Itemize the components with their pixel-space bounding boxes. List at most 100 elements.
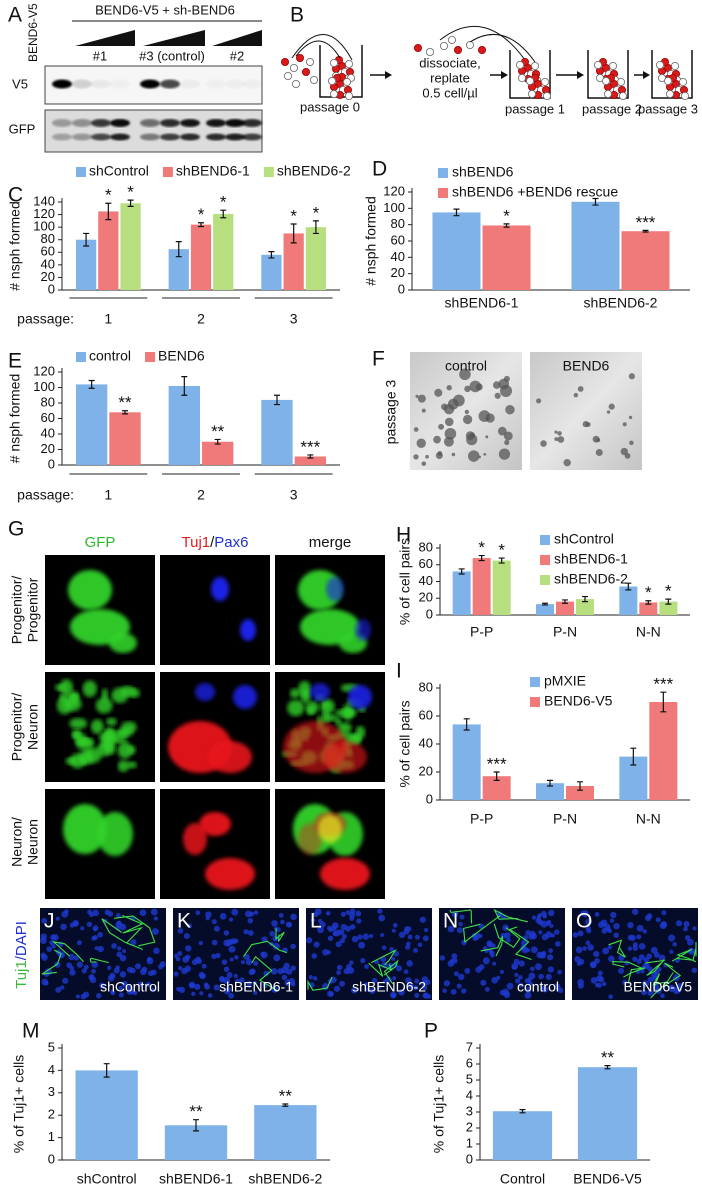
cell: [327, 77, 336, 86]
sphere: [554, 437, 559, 441]
cell: [291, 80, 300, 89]
y-tick-label: 1: [466, 1135, 473, 1150]
sphere: [485, 413, 495, 423]
nucleus: [229, 957, 234, 962]
sphere: [505, 404, 515, 415]
nucleus: [319, 921, 326, 928]
panel-letter: E: [8, 350, 22, 373]
nucleus: [313, 941, 320, 948]
band: [91, 119, 111, 127]
error-bar: [307, 454, 314, 459]
panel-letter: F: [372, 348, 385, 371]
sphere: [443, 404, 455, 415]
nucleus: [51, 944, 56, 949]
nucleus: [290, 982, 296, 987]
nucleus: [499, 969, 504, 974]
y-tick-label: 20: [41, 441, 55, 456]
x-tick-label: N-N: [636, 811, 661, 827]
bar: [213, 213, 234, 290]
nucleus: [647, 966, 653, 972]
nucleus: [380, 932, 385, 938]
cell: [671, 62, 680, 71]
signal: [335, 708, 352, 717]
nucleus: [327, 935, 334, 942]
nucleus: [502, 924, 509, 931]
nucleus: [514, 972, 519, 977]
sphere: [494, 392, 501, 399]
nucleus: [228, 992, 235, 999]
row-label: Neuron/: [9, 817, 25, 867]
sphere: [415, 394, 419, 398]
nucleus: [504, 932, 511, 939]
signal: [323, 741, 367, 773]
band: [140, 79, 160, 89]
y-tick-label: 20: [391, 265, 405, 280]
row-label: Progenitor: [25, 577, 41, 642]
signal: [310, 683, 330, 701]
band: [242, 119, 262, 127]
nucleus: [575, 946, 583, 954]
nucleus: [518, 982, 524, 988]
sphere: [451, 452, 456, 457]
nucleus: [372, 977, 378, 984]
signal: [320, 858, 370, 890]
nucleus: [333, 985, 341, 992]
signal: [306, 707, 315, 716]
cell: [305, 58, 314, 67]
nucleus: [349, 916, 355, 922]
x-tick-label: 3: [290, 487, 298, 503]
nucleus: [490, 953, 495, 958]
nucleus: [122, 982, 127, 988]
legend-label: shControl: [89, 163, 149, 179]
nucleus: [213, 984, 220, 991]
nucleus: [223, 966, 230, 972]
cell: [280, 58, 289, 67]
legend-swatch: [540, 555, 550, 565]
bar: [75, 239, 97, 290]
nucleus: [577, 982, 584, 989]
step-label: replate: [430, 70, 470, 85]
nucleus: [314, 908, 322, 916]
nucleus: [119, 971, 127, 978]
x-tick-label: Control: [500, 1171, 545, 1187]
nucleus: [196, 958, 202, 964]
x-tick-label: shControl: [77, 1171, 137, 1187]
bar: [619, 586, 638, 615]
legend-swatch: [76, 352, 86, 362]
sphere: [497, 426, 507, 436]
nucleus: [322, 949, 329, 956]
stage-label: passage 2: [582, 101, 642, 116]
side-label-part: /DAPI: [13, 921, 30, 960]
sphere: [554, 430, 558, 434]
neurite: [493, 923, 521, 949]
sphere: [628, 373, 635, 380]
nucleus: [580, 910, 586, 916]
column-label-part: /: [210, 534, 215, 551]
significance: ***: [653, 675, 673, 694]
signal: [350, 733, 361, 744]
nucleus: [515, 978, 521, 984]
signal: [183, 823, 207, 855]
band: [206, 80, 226, 89]
nucleus: [484, 986, 490, 992]
legend-swatch: [162, 167, 173, 177]
image-caption: BEND6-V5: [624, 979, 693, 995]
sphere: [557, 431, 562, 436]
nucleus: [398, 989, 405, 996]
legend-swatch: [145, 352, 156, 362]
bar: [482, 225, 531, 290]
significance: **: [118, 393, 132, 412]
wedge: [75, 30, 135, 46]
nucleus: [377, 908, 383, 914]
nucleus: [646, 953, 652, 960]
signal: [117, 741, 133, 759]
nucleus: [339, 980, 345, 987]
error-bar: [105, 202, 112, 221]
cell: [465, 41, 474, 50]
nucleus: [336, 970, 342, 976]
neurite: [275, 928, 285, 942]
nucleus: [159, 961, 166, 968]
nucleus: [541, 950, 547, 956]
signal: [205, 858, 255, 890]
